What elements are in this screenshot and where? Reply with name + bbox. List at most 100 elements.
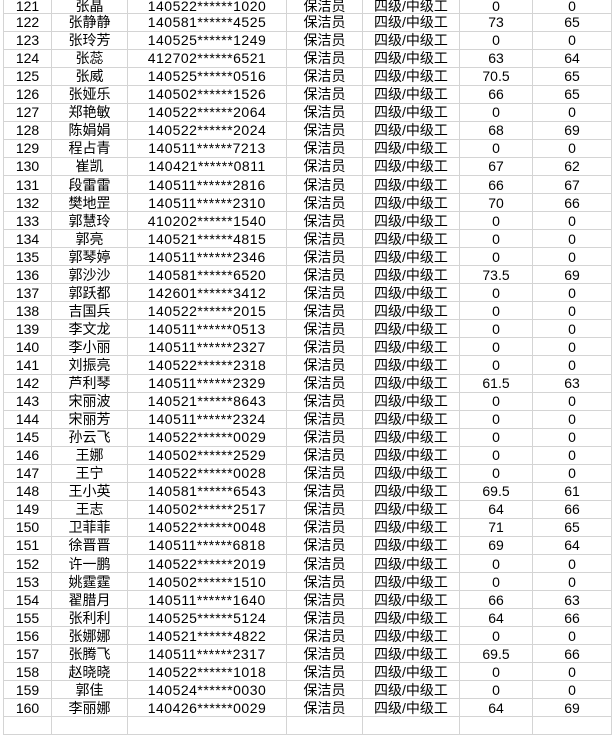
cell-score-1[interactable]: 70	[460, 194, 533, 213]
cell-score-1[interactable]: 64	[460, 699, 533, 718]
cell-row-number[interactable]: 158	[3, 663, 52, 682]
cell-id-number[interactable]: 140511******2317	[128, 645, 287, 664]
cell-name[interactable]: 郭亮	[52, 230, 128, 249]
cell-row-number[interactable]: 128	[3, 121, 52, 140]
cell-level[interactable]: 四级/中级工	[363, 591, 460, 610]
cell-row-number[interactable]: 153	[3, 573, 52, 592]
cell-row-number[interactable]: 143	[3, 392, 52, 411]
cell-level[interactable]: 四级/中级工	[363, 446, 460, 465]
cell-level[interactable]: 四级/中级工	[363, 681, 460, 700]
cell-row-number[interactable]: 132	[3, 194, 52, 213]
cell-id-number[interactable]: 140522******2019	[128, 555, 287, 574]
cell-row-number[interactable]: 144	[3, 410, 52, 429]
cell-score-1[interactable]: 0	[460, 302, 533, 321]
cell-level[interactable]: 四级/中级工	[363, 699, 460, 718]
cell-position[interactable]: 保洁员	[287, 49, 363, 68]
cell-name[interactable]: 张静静	[52, 13, 128, 32]
cell-score-2[interactable]: 0	[533, 284, 612, 303]
cell-score-1[interactable]: 0	[460, 464, 533, 483]
cell-score-2[interactable]: 0	[533, 446, 612, 465]
cell-score-1[interactable]: 64	[460, 500, 533, 519]
cell-score-2[interactable]: 0	[533, 248, 612, 267]
cell-row-number[interactable]: 154	[3, 591, 52, 610]
cell-position[interactable]: 保洁员	[287, 428, 363, 447]
cell-position[interactable]: 保洁员	[287, 681, 363, 700]
cell-score-2[interactable]: 65	[533, 13, 612, 32]
cell-position[interactable]: 保洁员	[287, 645, 363, 664]
cell-level[interactable]: 四级/中级工	[363, 663, 460, 682]
cell-position[interactable]: 保洁员	[287, 230, 363, 249]
cell-id-number[interactable]: 140511******6818	[128, 536, 287, 555]
cell-score-1[interactable]: 0	[460, 663, 533, 682]
cell-id-number[interactable]: 140502******1526	[128, 85, 287, 104]
cell-row-number[interactable]: 135	[3, 248, 52, 267]
cell-id-number[interactable]: 140522******2318	[128, 356, 287, 375]
cell-id-number[interactable]: 140522******2064	[128, 103, 287, 122]
cell-score-2[interactable]: 66	[533, 194, 612, 213]
cell-score-1[interactable]: 69	[460, 536, 533, 555]
cell-level[interactable]: 四级/中级工	[363, 555, 460, 574]
cell-row-number[interactable]: 149	[3, 500, 52, 519]
cell-score-2[interactable]: 66	[533, 609, 612, 628]
cell-score-1[interactable]: 66	[460, 85, 533, 104]
cell-name[interactable]: 张威	[52, 67, 128, 86]
cell-position[interactable]: 保洁员	[287, 194, 363, 213]
cell-score-1[interactable]: 0	[460, 139, 533, 158]
cell-row-number[interactable]: 139	[3, 320, 52, 339]
cell-score-2[interactable]: 0	[533, 139, 612, 158]
cell-id-number[interactable]: 140522******1020	[128, 0, 287, 14]
cell-level[interactable]: 四级/中级工	[363, 67, 460, 86]
cell-score-1[interactable]: 0	[460, 103, 533, 122]
cell-score-2[interactable]: 66	[533, 500, 612, 519]
cell-id-number[interactable]: 140524******0030	[128, 681, 287, 700]
cell-id-number[interactable]: 412702******6521	[128, 49, 287, 68]
cell-name[interactable]: 姚霆霆	[52, 573, 128, 592]
cell-level[interactable]: 四级/中级工	[363, 248, 460, 267]
cell-level[interactable]: 四级/中级工	[363, 212, 460, 231]
cell-position[interactable]: 保洁员	[287, 699, 363, 718]
cell-name[interactable]: 赵晓晓	[52, 663, 128, 682]
cell-row-number[interactable]: 147	[3, 464, 52, 483]
cell-name[interactable]: 王小英	[52, 482, 128, 501]
cell-level[interactable]: 四级/中级工	[363, 627, 460, 646]
cell-row-number[interactable]: 136	[3, 266, 52, 285]
cell-row-number[interactable]: 160	[3, 699, 52, 718]
cell-score-2[interactable]: 69	[533, 699, 612, 718]
cell-row-number[interactable]: 148	[3, 482, 52, 501]
cell-id-number[interactable]: 140511******2327	[128, 338, 287, 357]
cell-row-number[interactable]: 137	[3, 284, 52, 303]
cell-score-2[interactable]: 0	[533, 338, 612, 357]
cell-score-2[interactable]: 63	[533, 374, 612, 393]
cell-id-number[interactable]: 140522******0048	[128, 518, 287, 537]
cell-score-2[interactable]: 0	[533, 230, 612, 249]
cell-position[interactable]: 保洁员	[287, 464, 363, 483]
cell-level[interactable]: 四级/中级工	[363, 482, 460, 501]
cell-name[interactable]: 张晶	[52, 0, 128, 14]
cell-position[interactable]: 保洁员	[287, 85, 363, 104]
cell-name[interactable]	[52, 717, 128, 735]
cell-position[interactable]: 保洁员	[287, 536, 363, 555]
cell-position[interactable]: 保洁员	[287, 518, 363, 537]
cell-row-number[interactable]: 151	[3, 536, 52, 555]
cell-score-1[interactable]: 73	[460, 13, 533, 32]
cell-score-2[interactable]: 0	[533, 212, 612, 231]
cell-position[interactable]: 保洁员	[287, 320, 363, 339]
cell-score-2[interactable]: 0	[533, 627, 612, 646]
cell-score-1[interactable]: 70.5	[460, 67, 533, 86]
cell-score-2[interactable]: 0	[533, 356, 612, 375]
cell-id-number[interactable]: 140502******2529	[128, 446, 287, 465]
cell-level[interactable]: 四级/中级工	[363, 338, 460, 357]
cell-id-number[interactable]: 140581******4525	[128, 13, 287, 32]
cell-name[interactable]: 张娜娜	[52, 627, 128, 646]
cell-name[interactable]: 郭琴婷	[52, 248, 128, 267]
cell-level[interactable]: 四级/中级工	[363, 356, 460, 375]
cell-score-1[interactable]: 69.5	[460, 482, 533, 501]
cell-level[interactable]: 四级/中级工	[363, 464, 460, 483]
cell-level[interactable]: 四级/中级工	[363, 302, 460, 321]
cell-level[interactable]: 四级/中级工	[363, 518, 460, 537]
cell-level[interactable]: 四级/中级工	[363, 392, 460, 411]
cell-position[interactable]: 保洁员	[287, 573, 363, 592]
cell-position[interactable]: 保洁员	[287, 103, 363, 122]
cell-id-number[interactable]: 410202******1540	[128, 212, 287, 231]
cell-id-number[interactable]: 140511******2324	[128, 410, 287, 429]
